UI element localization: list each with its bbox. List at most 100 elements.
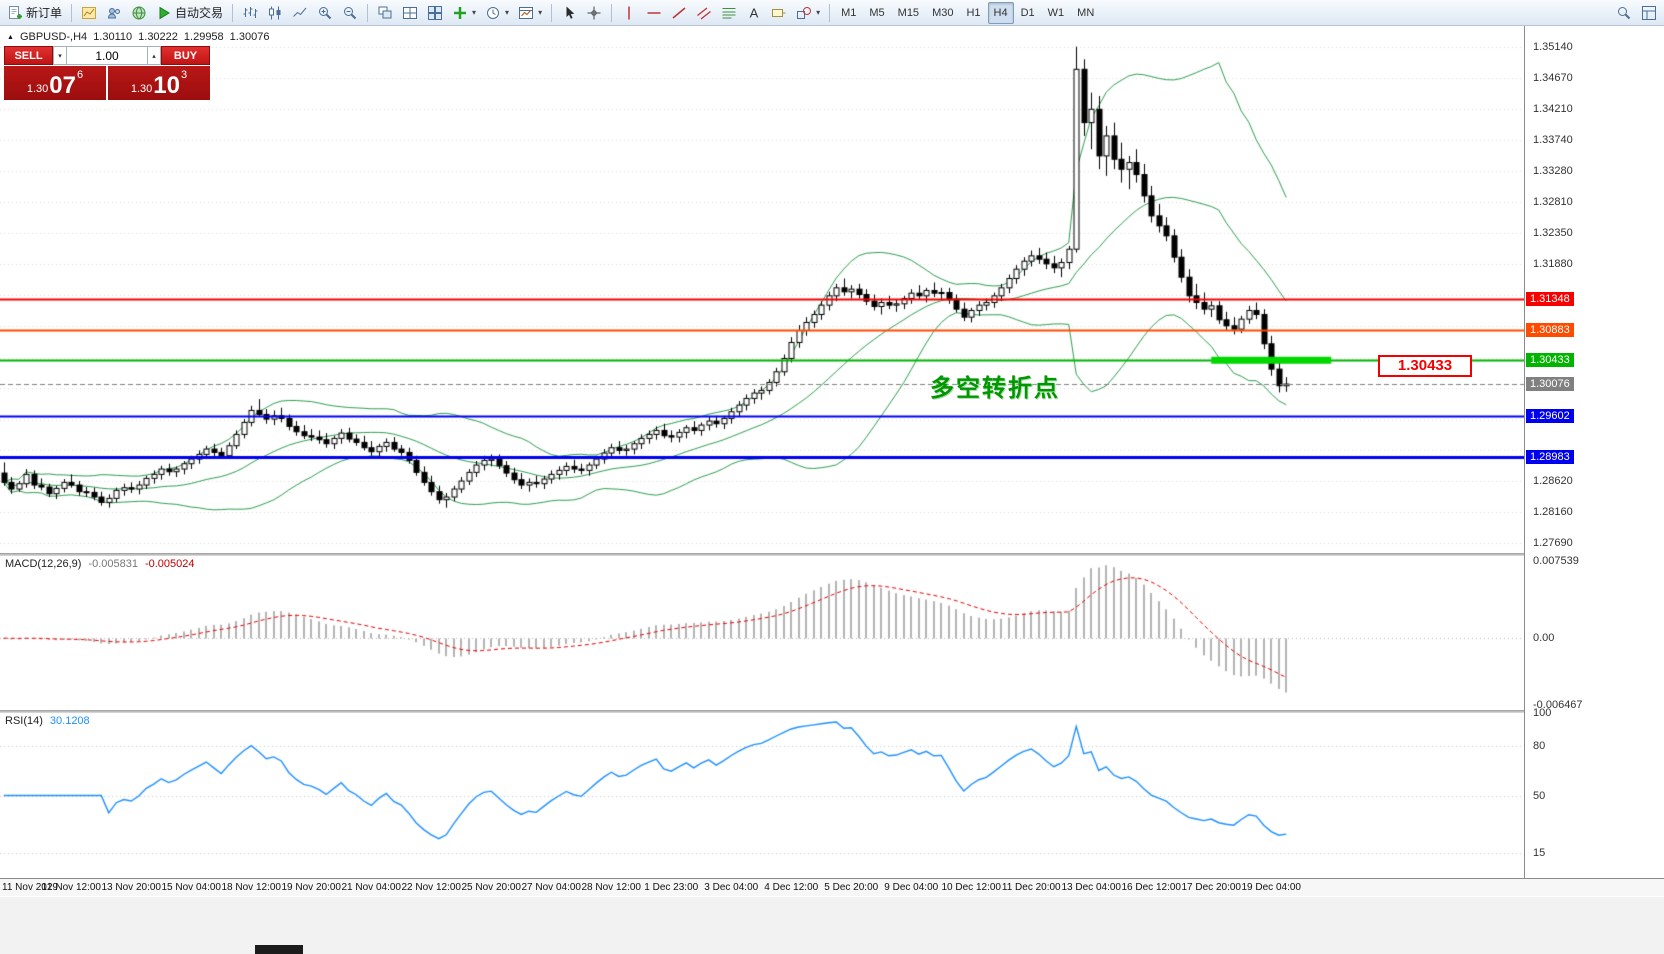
time-axis-label: 15 Nov 04:00 — [161, 882, 222, 893]
cascade-windows-button[interactable] — [373, 2, 397, 24]
turning-point-annotation[interactable]: 多空转折点 — [930, 374, 1060, 402]
timeframe-mn[interactable]: MN — [1071, 2, 1100, 24]
time-axis-label: 4 Dec 12:00 — [764, 882, 819, 893]
fibonacci-button[interactable] — [717, 2, 741, 24]
macd-axis-label: 0.00 — [1533, 632, 1555, 645]
arrange-windows-button[interactable] — [423, 2, 447, 24]
timeframe-w1[interactable]: W1 — [1042, 2, 1071, 24]
buy-price-pip: 3 — [181, 69, 188, 81]
timeframe-h4[interactable]: H4 — [987, 1, 1014, 24]
toolbar-separator — [232, 3, 234, 22]
buy-price-big: 10 — [153, 72, 180, 99]
autotrading-label: 自动交易 — [175, 6, 224, 20]
resistance-2-tag[interactable]: 1.30883 — [1526, 323, 1574, 338]
add-indicator-button[interactable]: ▾ — [448, 2, 480, 24]
candlestick-chart-button[interactable] — [263, 2, 287, 24]
profiles-button[interactable] — [102, 2, 126, 24]
resistance-1-tag[interactable]: 1.31348 — [1526, 292, 1574, 307]
periods-button[interactable]: ▾ — [481, 2, 513, 24]
macd-header: MACD(12,26,9) -0.005831 -0.005024 — [5, 558, 195, 570]
main-toolbar: 新订单 自动交易 ▾ ▾ ▾ A ▾ M1 — [0, 0, 1664, 26]
line-chart-button[interactable] — [288, 2, 312, 24]
tile-windows-button[interactable] — [398, 2, 422, 24]
workspace-icon — [1641, 5, 1657, 21]
timeframe-m15[interactable]: M15 — [892, 2, 925, 24]
arrange-windows-icon — [427, 5, 443, 21]
time-axis-label: 9 Dec 04:00 — [884, 882, 939, 893]
price-scale[interactable]: 1.35140 1.34670 1.34210 1.33740 1.33280 1.328… — [1524, 26, 1664, 878]
time-axis-label: 13 Dec 04:00 — [1061, 882, 1122, 893]
time-axis[interactable]: 11 Nov 2019 12 Nov 12:00 13 Nov 20:00 15 No… — [0, 878, 1664, 896]
volume-up-spinner[interactable]: ▴ — [147, 46, 161, 65]
search-button[interactable] — [1612, 2, 1636, 24]
time-axis-label: 27 Nov 04:00 — [521, 882, 582, 893]
timeframe-m5[interactable]: M5 — [863, 2, 890, 24]
sell-button[interactable]: SELL — [4, 46, 53, 65]
timeframe-d1[interactable]: D1 — [1015, 2, 1041, 24]
price-callout-label[interactable]: 1.30433 — [1378, 355, 1472, 377]
macd-canvas[interactable] — [0, 556, 1524, 710]
template-button[interactable]: ▾ — [514, 2, 546, 24]
macd-axis-label: -0.006467 — [1533, 698, 1583, 711]
support-2-tag[interactable]: 1.28983 — [1526, 449, 1574, 464]
text-button[interactable]: A — [742, 2, 766, 24]
rsi-canvas[interactable] — [0, 713, 1524, 878]
crosshair-button[interactable] — [582, 2, 606, 24]
trendline-button[interactable] — [667, 2, 691, 24]
vertical-line-icon — [621, 5, 637, 21]
horizontal-line-button[interactable] — [642, 2, 666, 24]
price-axis-label: 1.34670 — [1533, 71, 1573, 84]
workspace-button[interactable] — [1637, 2, 1661, 24]
support-1-tag[interactable]: 1.29602 — [1526, 408, 1574, 423]
bar-chart-button[interactable] — [238, 2, 262, 24]
toolbar-separator — [829, 3, 831, 22]
shapes-icon — [796, 5, 812, 21]
buy-price-prefix: 1.30 — [130, 83, 153, 95]
taskbar-fragment — [255, 945, 303, 954]
zoom-in-button[interactable] — [313, 2, 337, 24]
sell-price-prefix: 1.30 — [26, 83, 49, 95]
price-chart-canvas[interactable] — [0, 28, 1524, 553]
price-axis-label: 1.35140 — [1533, 40, 1573, 53]
vertical-line-button[interactable] — [617, 2, 641, 24]
channel-button[interactable] — [692, 2, 716, 24]
zoom-out-button[interactable] — [338, 2, 362, 24]
one-click-top-row: SELL ▾ ▴ BUY — [4, 46, 210, 65]
label-icon — [771, 5, 787, 21]
sell-price-big: 07 — [49, 72, 76, 99]
profiles-icon — [106, 5, 122, 21]
toolbar-separator — [611, 3, 613, 22]
horizontal-line-icon — [646, 5, 662, 21]
shapes-button[interactable]: ▾ — [792, 2, 824, 24]
pane-separator[interactable] — [0, 553, 1664, 556]
label-button[interactable] — [767, 2, 791, 24]
dropdown-arrow-icon: ▾ — [472, 8, 477, 17]
time-axis-label: 16 Dec 12:00 — [1121, 882, 1182, 893]
data-window-icon — [131, 5, 147, 21]
new-chart-button[interactable] — [77, 2, 101, 24]
sell-price-display[interactable]: 1.30 07 6 — [4, 66, 106, 100]
cursor-button[interactable] — [557, 2, 581, 24]
new-chart-icon — [81, 5, 97, 21]
volume-input[interactable] — [67, 46, 147, 65]
volume-down-spinner[interactable]: ▾ — [53, 46, 67, 65]
buy-button[interactable]: BUY — [161, 46, 210, 65]
timeframe-h1[interactable]: H1 — [960, 2, 986, 24]
autotrading-button[interactable]: 自动交易 — [152, 2, 227, 24]
ohlc-open: 1.30110 — [93, 31, 133, 43]
new-order-label: 新订单 — [26, 6, 63, 20]
price-axis-label: 1.28620 — [1533, 475, 1573, 488]
symbol-marker-icon: ▲ — [7, 33, 14, 41]
new-order-button[interactable]: 新订单 — [3, 2, 66, 24]
price-axis-label: 1.33740 — [1533, 133, 1573, 146]
price-axis-label: 1.32810 — [1533, 195, 1573, 208]
pivot-tag[interactable]: 1.30433 — [1526, 353, 1574, 368]
pane-separator[interactable] — [0, 710, 1664, 713]
current-price-tag[interactable]: 1.30076 — [1526, 377, 1574, 392]
data-window-button[interactable] — [127, 2, 151, 24]
buy-price-display[interactable]: 1.30 10 3 — [108, 66, 210, 100]
rsi-axis-label: 15 — [1533, 847, 1546, 860]
timeframe-m1[interactable]: M1 — [835, 2, 862, 24]
timeframe-m30[interactable]: M30 — [926, 2, 959, 24]
